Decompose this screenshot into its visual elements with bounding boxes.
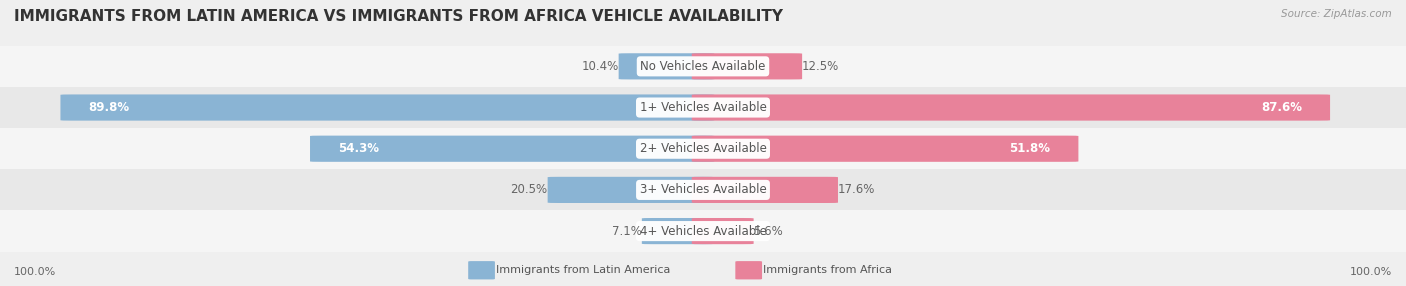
Text: 7.1%: 7.1% xyxy=(612,225,643,238)
FancyBboxPatch shape xyxy=(643,218,714,244)
Bar xyxy=(0,210,1406,252)
Text: No Vehicles Available: No Vehicles Available xyxy=(640,60,766,73)
Text: 54.3%: 54.3% xyxy=(337,142,380,155)
Text: 51.8%: 51.8% xyxy=(1010,142,1050,155)
FancyBboxPatch shape xyxy=(692,218,754,244)
FancyBboxPatch shape xyxy=(692,94,1330,121)
Text: 5.6%: 5.6% xyxy=(754,225,783,238)
Text: 100.0%: 100.0% xyxy=(1350,267,1392,277)
Text: 89.8%: 89.8% xyxy=(89,101,129,114)
Bar xyxy=(0,128,1406,169)
FancyBboxPatch shape xyxy=(692,53,801,80)
FancyBboxPatch shape xyxy=(619,53,714,80)
Bar xyxy=(0,169,1406,210)
Text: Source: ZipAtlas.com: Source: ZipAtlas.com xyxy=(1281,9,1392,19)
FancyBboxPatch shape xyxy=(692,177,838,203)
Text: 12.5%: 12.5% xyxy=(801,60,839,73)
Text: 100.0%: 100.0% xyxy=(14,267,56,277)
Text: 3+ Vehicles Available: 3+ Vehicles Available xyxy=(640,183,766,196)
FancyBboxPatch shape xyxy=(309,136,714,162)
Bar xyxy=(0,87,1406,128)
Text: IMMIGRANTS FROM LATIN AMERICA VS IMMIGRANTS FROM AFRICA VEHICLE AVAILABILITY: IMMIGRANTS FROM LATIN AMERICA VS IMMIGRA… xyxy=(14,9,783,23)
FancyBboxPatch shape xyxy=(692,136,1078,162)
Text: 87.6%: 87.6% xyxy=(1261,101,1302,114)
Text: 4+ Vehicles Available: 4+ Vehicles Available xyxy=(640,225,766,238)
Bar xyxy=(0,46,1406,87)
Text: 17.6%: 17.6% xyxy=(838,183,876,196)
Text: 20.5%: 20.5% xyxy=(510,183,547,196)
FancyBboxPatch shape xyxy=(60,94,714,121)
Text: 1+ Vehicles Available: 1+ Vehicles Available xyxy=(640,101,766,114)
Text: Immigrants from Africa: Immigrants from Africa xyxy=(763,265,893,275)
Text: 10.4%: 10.4% xyxy=(582,60,619,73)
FancyBboxPatch shape xyxy=(547,177,714,203)
Text: 2+ Vehicles Available: 2+ Vehicles Available xyxy=(640,142,766,155)
Text: Immigrants from Latin America: Immigrants from Latin America xyxy=(496,265,671,275)
